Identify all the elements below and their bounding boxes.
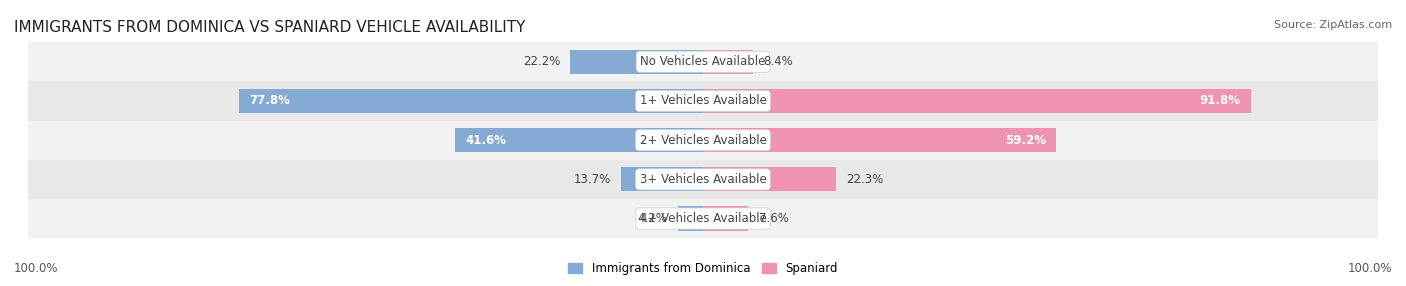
Bar <box>239 89 703 113</box>
Text: IMMIGRANTS FROM DOMINICA VS SPANIARD VEHICLE AVAILABILITY: IMMIGRANTS FROM DOMINICA VS SPANIARD VEH… <box>14 20 526 35</box>
Text: 8.4%: 8.4% <box>763 55 793 68</box>
Text: 22.3%: 22.3% <box>846 173 884 186</box>
Bar <box>703 128 1056 152</box>
Text: Source: ZipAtlas.com: Source: ZipAtlas.com <box>1274 20 1392 30</box>
Bar <box>28 160 1378 199</box>
Text: 100.0%: 100.0% <box>1347 262 1392 275</box>
Bar <box>703 49 754 74</box>
Bar <box>28 81 1378 120</box>
Bar <box>28 120 1378 160</box>
Bar <box>454 128 703 152</box>
Text: 41.6%: 41.6% <box>465 134 506 147</box>
Text: 1+ Vehicles Available: 1+ Vehicles Available <box>640 94 766 108</box>
Bar <box>703 167 837 192</box>
Text: 22.2%: 22.2% <box>523 55 560 68</box>
Text: 13.7%: 13.7% <box>574 173 610 186</box>
Text: No Vehicles Available: No Vehicles Available <box>640 55 766 68</box>
Text: 3+ Vehicles Available: 3+ Vehicles Available <box>640 173 766 186</box>
Text: 77.8%: 77.8% <box>249 94 290 108</box>
Text: 4.2%: 4.2% <box>638 212 668 225</box>
Bar <box>703 206 748 231</box>
Bar <box>703 89 1251 113</box>
Text: 59.2%: 59.2% <box>1005 134 1046 147</box>
Legend: Immigrants from Dominica, Spaniard: Immigrants from Dominica, Spaniard <box>564 258 842 280</box>
Bar <box>621 167 703 192</box>
Bar <box>28 42 1378 81</box>
Text: 4+ Vehicles Available: 4+ Vehicles Available <box>640 212 766 225</box>
Text: 91.8%: 91.8% <box>1199 94 1240 108</box>
Bar <box>678 206 703 231</box>
Text: 7.6%: 7.6% <box>759 212 789 225</box>
Text: 2+ Vehicles Available: 2+ Vehicles Available <box>640 134 766 147</box>
Text: 100.0%: 100.0% <box>14 262 59 275</box>
Bar <box>571 49 703 74</box>
Bar <box>28 199 1378 238</box>
